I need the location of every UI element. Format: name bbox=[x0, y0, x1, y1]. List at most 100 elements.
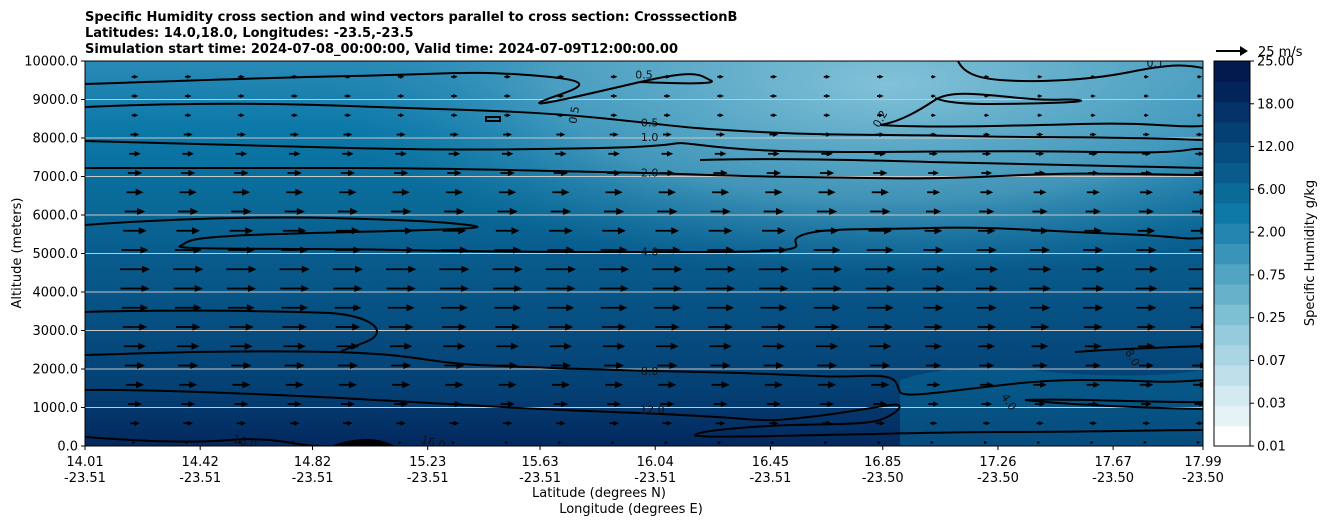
colorbar-segment bbox=[1214, 61, 1250, 82]
wind-arrow bbox=[1143, 132, 1150, 137]
wind-arrow bbox=[1135, 284, 1158, 293]
wind-arrow bbox=[493, 284, 523, 293]
wind-arrow bbox=[1188, 268, 1203, 271]
wind-arrow bbox=[281, 304, 309, 312]
y-tick-label: 3000.0 bbox=[33, 324, 79, 339]
wind-arrow bbox=[712, 188, 730, 196]
wind-arrow bbox=[1031, 342, 1049, 350]
wind-arrow bbox=[287, 169, 302, 177]
wind-arrow bbox=[504, 94, 511, 99]
wind-arrow bbox=[183, 420, 194, 426]
wind-arrow bbox=[238, 74, 245, 79]
wind-arrow bbox=[495, 323, 520, 331]
x-axis-label-latitude: Latitude (degrees N) bbox=[532, 486, 666, 501]
wind-arrow bbox=[395, 151, 407, 157]
wind-arrow bbox=[503, 132, 513, 137]
contour-8 bbox=[85, 350, 1203, 396]
wind-arrow bbox=[870, 207, 891, 216]
wind-arrow bbox=[183, 132, 193, 137]
wind-arrow bbox=[500, 169, 515, 177]
wind-arrow bbox=[555, 151, 567, 157]
wind-arrow bbox=[182, 151, 195, 157]
x-tick-label-lat: 15.23 bbox=[409, 455, 446, 470]
wind-arrow bbox=[556, 132, 566, 137]
x-tick-label-lon: -23.50 bbox=[862, 471, 904, 486]
wind-arrow bbox=[1082, 284, 1105, 293]
contour-label-group: 12.0 bbox=[640, 403, 665, 416]
wind-arrow bbox=[340, 400, 355, 408]
wind-arrow bbox=[979, 208, 995, 215]
wind-arrow bbox=[823, 113, 831, 118]
wind-arrow bbox=[291, 113, 299, 118]
wind-arrow bbox=[236, 420, 247, 426]
wind-arrow bbox=[976, 304, 997, 312]
wind-arrow bbox=[706, 284, 736, 293]
wind-arrow bbox=[1137, 227, 1156, 235]
colorbar-tick-label: 2.00 bbox=[1257, 226, 1286, 241]
y-tick-label: 5000.0 bbox=[33, 247, 79, 262]
wind-arrow bbox=[877, 441, 881, 444]
wind-arrow bbox=[923, 304, 944, 312]
reference-arrow-label: 25 m/s bbox=[1258, 45, 1303, 60]
wind-arrow bbox=[333, 284, 363, 293]
contour-label: 12.0 bbox=[640, 403, 665, 416]
wind-arrow bbox=[660, 400, 675, 408]
wind-arrow bbox=[343, 132, 353, 137]
x-tick-label-lat: 15.63 bbox=[521, 455, 558, 470]
wind-arrow bbox=[175, 323, 201, 331]
contour-label-group: 1.0 bbox=[641, 131, 659, 144]
wind-arrow bbox=[282, 323, 308, 331]
wind-arrow bbox=[226, 284, 256, 293]
wind-arrow bbox=[708, 227, 733, 235]
contour-0.2 bbox=[879, 92, 1082, 126]
wind-arrow bbox=[283, 342, 306, 350]
wind-arrow bbox=[1083, 304, 1104, 312]
wind-arrow bbox=[866, 246, 894, 254]
wind-arrow bbox=[984, 441, 988, 444]
wind-arrow bbox=[1036, 132, 1044, 137]
wind-arrow bbox=[865, 265, 896, 273]
contour-2-b bbox=[699, 158, 1203, 169]
wind-arrow bbox=[176, 227, 201, 235]
plot-area: 0.50.5 0.51.00.20.12.04.08.08.012.0 4.016.… bbox=[85, 61, 1203, 446]
wind-arrow bbox=[337, 207, 359, 216]
wind-arrow bbox=[1192, 208, 1203, 215]
wind-arrow bbox=[610, 94, 618, 99]
wind-arrow bbox=[1197, 94, 1203, 98]
wind-arrow bbox=[922, 265, 945, 273]
wind-reference-key: 25 m/s bbox=[1216, 45, 1303, 60]
wind-arrow bbox=[340, 169, 356, 177]
wind-arrow bbox=[816, 207, 838, 216]
wind-arrow bbox=[173, 265, 204, 273]
wind-arrow bbox=[129, 151, 141, 157]
wind-arrow bbox=[344, 113, 352, 118]
wind-arrow bbox=[1193, 189, 1203, 196]
wind-arrow bbox=[980, 189, 994, 196]
wind-arrow bbox=[877, 113, 884, 118]
y-tick-label: 7000.0 bbox=[33, 170, 79, 185]
wind-arrow bbox=[823, 74, 831, 79]
wind-arrow bbox=[925, 362, 942, 369]
wind-arrow bbox=[498, 381, 517, 389]
colorbar-segment bbox=[1214, 324, 1250, 346]
wind-arrow bbox=[130, 132, 140, 137]
wind-arrow bbox=[664, 94, 671, 99]
wind-arrow bbox=[870, 361, 891, 370]
wind-arrow bbox=[1086, 189, 1100, 196]
wind-arrow bbox=[1135, 265, 1158, 273]
wind-arrow bbox=[607, 400, 622, 408]
wind-arrow bbox=[122, 323, 148, 331]
contour-label-group: 8.0 bbox=[641, 365, 659, 378]
wind-arrow bbox=[1138, 208, 1155, 215]
wind-arrow bbox=[229, 227, 254, 235]
wind-arrow bbox=[119, 265, 151, 273]
wind-arrow bbox=[230, 342, 253, 350]
wind-arrow bbox=[815, 342, 839, 350]
x-axis: 14.01-23.5114.42-23.5114.82-23.5115.23-2… bbox=[64, 446, 1224, 486]
contour-label-group: 0.5 bbox=[566, 105, 582, 124]
x-tick-label-lon: -23.51 bbox=[634, 471, 676, 486]
wind-arrow bbox=[441, 304, 468, 312]
wind-arrow bbox=[813, 246, 841, 254]
wind-arrow bbox=[178, 361, 199, 370]
